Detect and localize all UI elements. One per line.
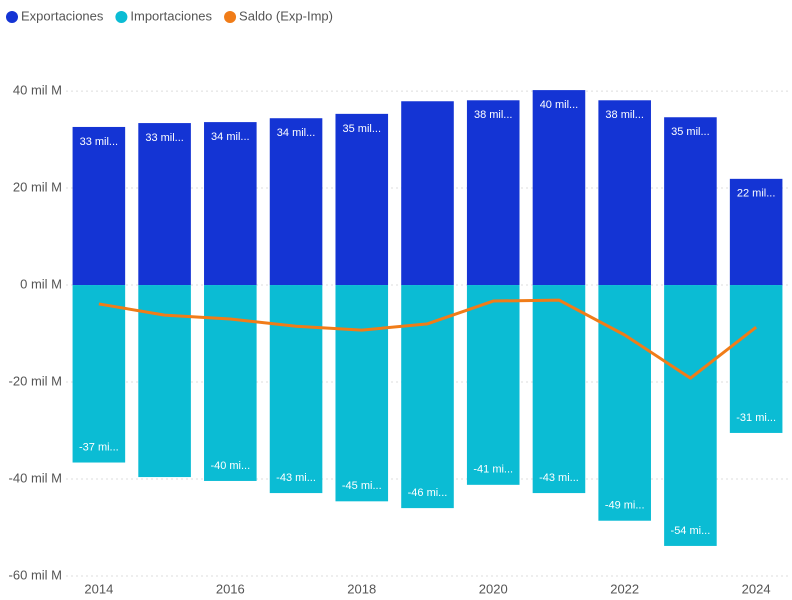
bar	[466, 100, 520, 286]
value-label: -31 mi...	[736, 412, 776, 424]
value-label: -46 mi...	[408, 487, 448, 499]
x-tick-label: 2024	[742, 581, 771, 596]
value-label: -54 mi...	[671, 525, 711, 537]
bar	[664, 285, 717, 546]
value-label: -45 mi...	[342, 480, 382, 492]
bar	[204, 122, 257, 286]
bar	[664, 117, 717, 286]
y-tick-label: 0 mil M	[20, 276, 62, 291]
y-tick-label: 20 mil M	[13, 179, 62, 194]
value-label: -41 mi...	[473, 464, 513, 476]
bar	[598, 285, 651, 521]
legend-marker	[224, 11, 237, 23]
value-label: -43 mi...	[276, 472, 316, 484]
bar	[72, 285, 126, 463]
bar	[729, 285, 783, 433]
legend-label: Importaciones	[130, 8, 212, 23]
value-label: 33 mil...	[145, 132, 184, 144]
bar	[335, 285, 389, 502]
value-label: 22 mil...	[737, 188, 776, 200]
y-tick-label: -60 mil M	[9, 567, 62, 582]
value-label: 38 mil...	[605, 109, 644, 121]
legend-label: Exportaciones	[21, 8, 104, 23]
x-tick-label: 2016	[216, 581, 245, 596]
bar	[335, 113, 389, 286]
value-label: 34 mil...	[211, 131, 250, 143]
bar	[401, 101, 454, 286]
bar	[204, 285, 257, 481]
bar	[466, 285, 520, 485]
value-label: -43 mi...	[539, 472, 579, 484]
bar	[729, 178, 783, 286]
value-label: 33 mil...	[80, 136, 119, 148]
value-label: 38 mil...	[474, 109, 513, 121]
y-tick-label: 40 mil M	[13, 83, 62, 98]
legend-marker	[6, 11, 18, 23]
y-tick-label: -40 mil M	[9, 470, 62, 485]
legend-marker	[115, 11, 128, 23]
bar	[532, 90, 586, 286]
value-label: -40 mi...	[210, 460, 250, 472]
x-tick-label: 2014	[84, 581, 113, 596]
x-tick-label: 2022	[610, 581, 639, 596]
bar	[269, 285, 323, 494]
x-tick-label: 2018	[347, 581, 376, 596]
y-tick-label: -20 mil M	[9, 373, 62, 388]
bar	[138, 123, 191, 286]
value-label: -49 mi...	[605, 500, 645, 512]
value-label: 40 mil...	[540, 99, 579, 111]
bar	[401, 285, 454, 509]
bar	[72, 126, 126, 286]
bar	[532, 285, 586, 494]
legend-label: Saldo (Exp-Imp)	[239, 8, 333, 23]
bar	[598, 100, 651, 286]
bar	[269, 118, 323, 286]
value-label: 34 mil...	[277, 127, 316, 139]
value-label: 35 mil...	[671, 126, 710, 138]
line	[98, 298, 758, 380]
value-label: 35 mil...	[343, 123, 382, 135]
value-label: -37 mi...	[79, 441, 119, 453]
x-tick-label: 2020	[479, 581, 508, 596]
